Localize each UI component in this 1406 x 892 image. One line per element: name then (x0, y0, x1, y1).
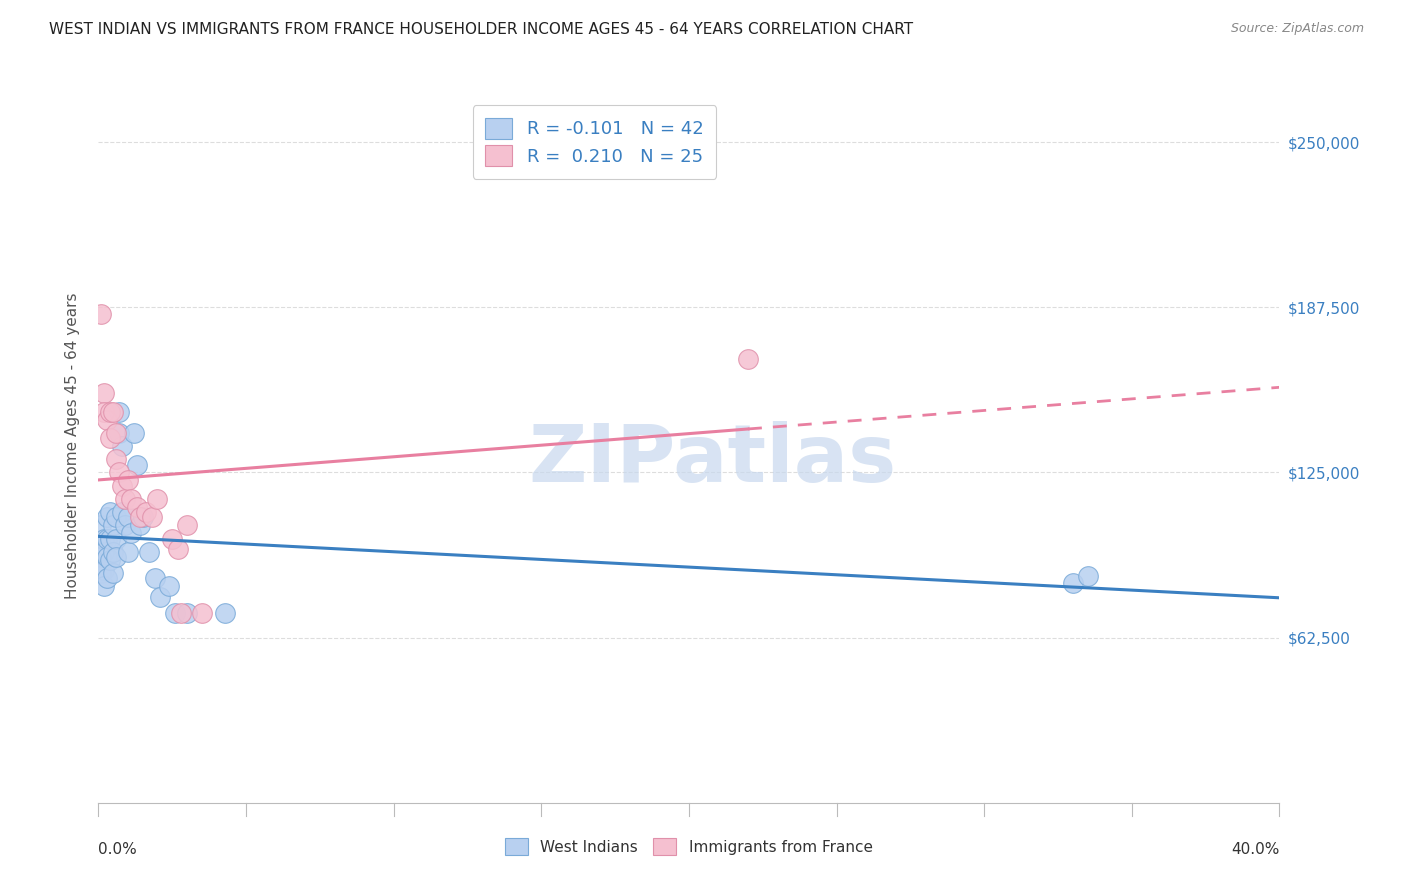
Text: 40.0%: 40.0% (1232, 842, 1279, 857)
Point (90, 518, 112, 533)
Point (98, 552, 121, 566)
Point (114, 518, 136, 533)
Point (1077, 568, 1099, 582)
Point (117, 474, 139, 488)
Point (105, 452, 128, 467)
Point (170, 606, 193, 620)
Point (103, 518, 125, 533)
Point (93, 579, 115, 593)
Point (111, 505, 134, 519)
Point (90, 307, 112, 321)
Point (162, 532, 183, 546)
Point (105, 510, 128, 524)
Point (138, 545, 160, 559)
Point (117, 545, 139, 559)
Point (90, 566, 112, 580)
Point (103, 545, 125, 559)
Point (128, 510, 150, 524)
Text: WEST INDIAN VS IMMIGRANTS FROM FRANCE HOUSEHOLDER INCOME AGES 45 - 64 YEARS CORR: WEST INDIAN VS IMMIGRANTS FROM FRANCE HO… (49, 22, 914, 37)
Point (128, 518, 150, 533)
Point (122, 425, 145, 440)
Point (93, 404, 115, 418)
Point (149, 590, 172, 604)
Text: Source: ZipAtlas.com: Source: ZipAtlas.com (1230, 22, 1364, 36)
Point (93, 386, 115, 401)
Point (93, 563, 115, 577)
Point (96, 510, 118, 524)
Point (737, 351, 759, 366)
Point (167, 542, 190, 557)
Point (120, 491, 142, 506)
Point (108, 425, 131, 440)
Point (96, 549, 118, 564)
Point (135, 505, 157, 519)
Point (120, 526, 142, 541)
Point (98, 431, 121, 445)
Point (108, 466, 131, 480)
Point (105, 532, 128, 546)
Point (105, 549, 128, 564)
Point (103, 404, 125, 418)
Point (165, 606, 187, 620)
Point (143, 571, 166, 585)
Point (146, 491, 169, 506)
Point (141, 510, 163, 524)
Point (132, 510, 155, 524)
Point (90, 537, 112, 551)
Point (93, 532, 115, 546)
Point (191, 606, 214, 620)
Text: 0.0%: 0.0% (98, 842, 138, 857)
Point (93, 545, 115, 559)
Point (98, 404, 121, 418)
Point (103, 566, 125, 580)
Point (125, 458, 148, 472)
Point (105, 425, 128, 440)
Point (108, 404, 131, 418)
Point (176, 606, 198, 620)
Point (214, 606, 236, 620)
Point (90, 549, 112, 564)
Point (176, 518, 198, 533)
Point (111, 478, 134, 492)
Text: ZIPatlas: ZIPatlas (529, 421, 897, 500)
Point (98, 505, 121, 519)
Point (98, 532, 121, 546)
Point (157, 579, 180, 593)
Point (1062, 576, 1084, 591)
Legend: West Indians, Immigrants from France: West Indians, Immigrants from France (498, 830, 880, 863)
Point (96, 412, 118, 426)
Point (117, 510, 139, 524)
Point (111, 439, 134, 453)
Point (125, 500, 148, 514)
Point (96, 532, 118, 546)
Point (114, 491, 136, 506)
Y-axis label: Householder Income Ages 45 - 64 years: Householder Income Ages 45 - 64 years (65, 293, 80, 599)
Point (96, 571, 118, 585)
